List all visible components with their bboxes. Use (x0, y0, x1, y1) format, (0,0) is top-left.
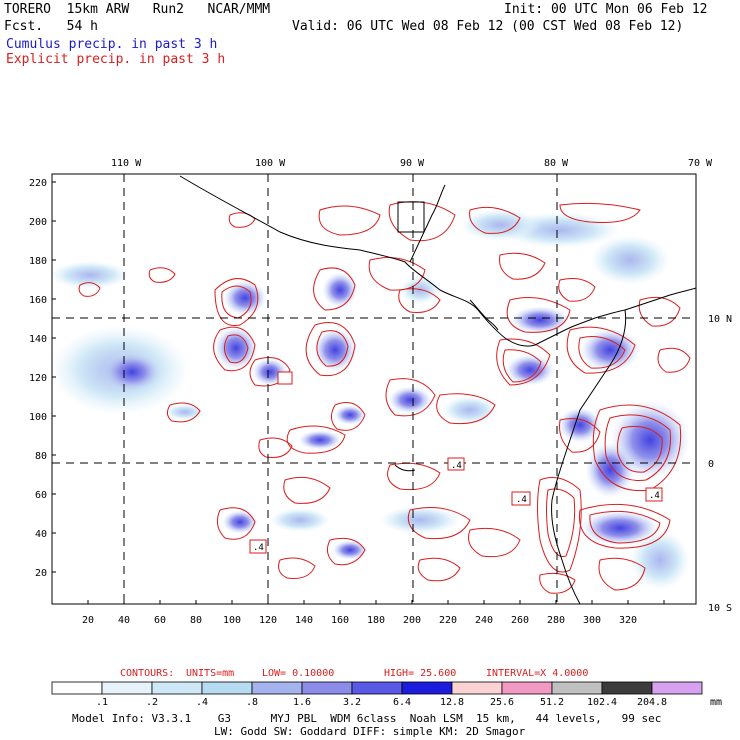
lat-label-0: 0 (708, 459, 714, 470)
x-tick-label: 60 (154, 615, 166, 626)
x-tick-label: 160 (331, 615, 349, 626)
lon-label-110w: 110 W (111, 158, 142, 169)
colorbar-swatch (301, 681, 353, 695)
x-tick-label: 140 (295, 615, 313, 626)
legend-cumulus: Cumulus precip. in past 3 h (6, 37, 218, 52)
contours-high: HIGH= 25.600 (384, 668, 456, 679)
colorbar-label: 3.2 (342, 697, 362, 708)
colorbar-label: .8 (245, 697, 259, 708)
explicit-contours (78, 201, 691, 594)
y-tick-label: 180 (29, 256, 47, 267)
y-tick-label: 140 (29, 334, 47, 345)
forecast-hour: Fcst. 54 h (4, 19, 98, 34)
y-tick-label: 120 (29, 373, 47, 384)
colorbar-swatch (551, 681, 603, 695)
box-label-4: .4 (253, 543, 264, 553)
colorbar-label: 25.6 (489, 697, 515, 708)
latlon-grid (52, 174, 696, 604)
y-tick-label: 220 (29, 178, 47, 189)
lat-label-10s: 10 S (708, 603, 732, 614)
y-tick-label: 160 (29, 295, 47, 306)
box-label-2: .4 (516, 495, 527, 505)
x-tick-label: 120 (259, 615, 277, 626)
colorbar-swatch (501, 681, 553, 695)
y-tick-label: 60 (35, 490, 47, 501)
lon-label-80w: 80 W (544, 158, 569, 169)
lat-label-10n: 10 N (708, 314, 732, 325)
colorbar-swatch (151, 681, 203, 695)
x-tick-label: 260 (511, 615, 529, 626)
colorbar-swatch (101, 681, 153, 695)
valid-time: Valid: 06 UTC Wed 08 Feb 12 (00 CST Wed … (292, 19, 684, 34)
colorbar-label: .4 (195, 697, 209, 708)
cumulus-shading (52, 209, 690, 590)
colorbar-swatch (401, 681, 453, 695)
lon-label-100w: 100 W (255, 158, 286, 169)
contours-label: CONTOURS: (120, 668, 174, 679)
colorbar-label: .1 (95, 697, 109, 708)
colorbar-swatch (601, 681, 653, 695)
contours-low: LOW= 0.10000 (262, 668, 334, 679)
y-tick-label: 40 (35, 529, 47, 540)
colorbar-swatch (651, 681, 703, 695)
y-tick-label: 100 (29, 412, 47, 423)
contours-units: UNITS=mm (186, 668, 234, 679)
x-tick-label: 100 (223, 615, 241, 626)
model-title: TORERO 15km ARW Run2 NCAR/MMM (4, 2, 271, 17)
box-label-1: .4 (451, 461, 462, 471)
x-tick-label: 220 (439, 615, 457, 626)
plot-frame (51, 173, 697, 605)
colorbar-swatch (51, 681, 103, 695)
x-tick-label: 320 (619, 615, 637, 626)
x-tick-label: 280 (547, 615, 565, 626)
axis-ticks (52, 181, 665, 604)
x-tick-label: 80 (190, 615, 202, 626)
x-tick-label: 300 (583, 615, 601, 626)
y-tick-label: 200 (29, 217, 47, 228)
x-tick-label: 20 (82, 615, 94, 626)
box-label-3: .4 (649, 491, 660, 501)
model-info: Model Info: V3.3.1 G3 MYJ PBL WDM 6class… (72, 712, 662, 725)
colorbar (51, 681, 703, 695)
x-tick-label: 200 (403, 615, 421, 626)
colorbar-unit: mm (710, 697, 722, 708)
colorbar-label: 51.2 (539, 697, 565, 708)
colorbar-label: 12.8 (439, 697, 465, 708)
colorbar-label: 6.4 (392, 697, 412, 708)
legend-explicit: Explicit precip. in past 3 h (6, 52, 226, 67)
colorbar-swatch (201, 681, 253, 695)
lon-label-70w: 70 W (688, 158, 713, 169)
x-tick-label: 240 (475, 615, 493, 626)
colorbar-swatch (351, 681, 403, 695)
colorbar-swatch (251, 681, 303, 695)
colorbar-label: 204.8 (636, 697, 668, 708)
colorbar-swatch (451, 681, 503, 695)
colorbar-label: 102.4 (586, 697, 618, 708)
contour-label-boxes (249, 201, 663, 554)
contours-interval: INTERVAL=X 4.0000 (486, 668, 588, 679)
init-time: Init: 00 UTC Mon 06 Feb 12 (504, 2, 708, 17)
colorbar-label: 1.6 (292, 697, 312, 708)
physics-info: LW: Godd SW: Goddard DIFF: simple KM: 2D… (214, 725, 526, 738)
lon-label-90w: 90 W (400, 158, 425, 169)
x-tick-label: 180 (367, 615, 385, 626)
y-tick-label: 80 (35, 451, 47, 462)
x-tick-label: 40 (118, 615, 130, 626)
y-tick-label: 20 (35, 568, 47, 579)
colorbar-label: .2 (145, 697, 159, 708)
